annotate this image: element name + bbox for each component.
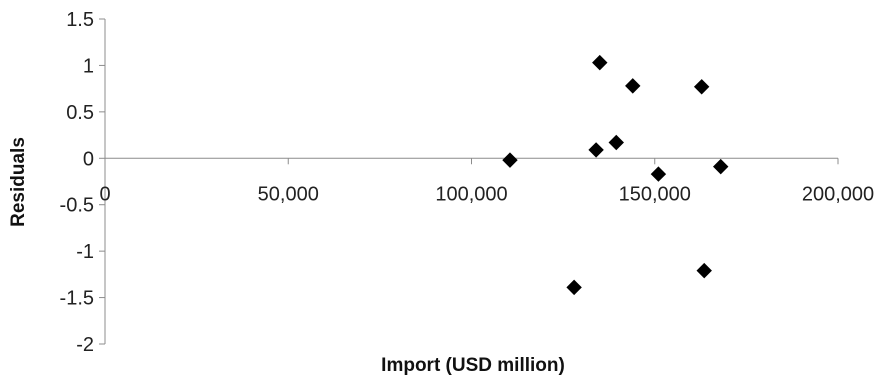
- y-tick-label: 0.5: [66, 102, 94, 124]
- y-tick-label: 1: [83, 55, 94, 77]
- x-tick-label: 150,000: [619, 183, 691, 205]
- y-tick-label: 0: [83, 148, 94, 170]
- x-axis-title: Import (USD million): [381, 355, 565, 376]
- y-tick-label: -2: [76, 334, 94, 356]
- y-tick-label: -0.5: [60, 195, 94, 217]
- scatter-point: [693, 79, 710, 95]
- tick-labels: -2-1.5-1-0.500.511.50 50,000 100,000 150,00…: [60, 9, 875, 356]
- scatter-point: [588, 142, 604, 158]
- y-tick-label: 1.5: [66, 9, 94, 31]
- x-tick-label: 0: [99, 183, 110, 205]
- scatter-point: [566, 279, 582, 296]
- x-tick-label: 50,000: [258, 183, 319, 205]
- scatter-point: [608, 134, 624, 151]
- y-axis-title: Residuals: [8, 137, 29, 227]
- scatter-point: [696, 262, 712, 279]
- y-tick-label: -1.5: [60, 288, 94, 310]
- axes: [99, 18, 839, 345]
- scatter-point: [592, 54, 608, 71]
- scatter-point: [625, 78, 641, 94]
- x-tick-label: 100,000: [435, 183, 507, 205]
- scatter-point: [713, 158, 729, 175]
- x-tick-label: 200,000: [802, 183, 874, 205]
- scatter-point: [650, 166, 667, 182]
- y-tick-label: -1: [76, 241, 94, 263]
- scatter-point: [502, 152, 518, 168]
- data-points: [502, 54, 729, 296]
